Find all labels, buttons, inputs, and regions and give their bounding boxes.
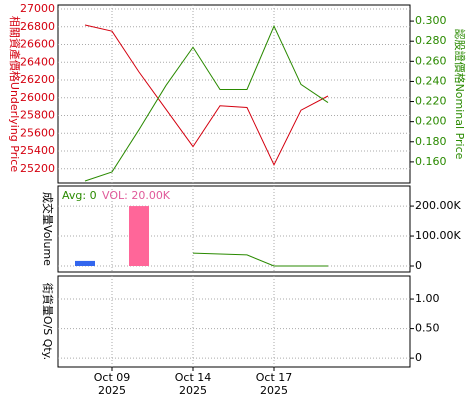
legend-avg: Avg: 0 <box>62 189 97 202</box>
bar <box>75 260 95 267</box>
panel <box>57 275 411 368</box>
y2-tick-label: 0.50 <box>415 322 440 335</box>
y-tick-label: 25600 <box>20 126 55 139</box>
y-tick-label: 26600 <box>20 38 55 51</box>
panel <box>57 4 411 184</box>
y-tick-label: 26200 <box>20 73 55 86</box>
x-tick-year: 2025 <box>98 384 126 397</box>
y2-tick-label: 200.00K <box>415 199 461 212</box>
y-tick-label: 25800 <box>20 109 55 122</box>
line <box>84 24 329 166</box>
x-tick-label: Oct 09 <box>94 371 131 384</box>
y2-axis-title: 認股證價格Nominal Price <box>453 29 467 160</box>
y-tick-label: 26400 <box>20 55 55 68</box>
y2-tick-label: 0 <box>415 259 422 272</box>
y2-tick-label: 0.300 <box>415 14 447 27</box>
x-tick-label: Oct 17 <box>256 371 293 384</box>
y2-tick-label: 100.00K <box>415 229 461 242</box>
y-tick-label: 26800 <box>20 20 55 33</box>
x-tick-year: 2025 <box>179 384 207 397</box>
x-tick-year: 2025 <box>260 384 288 397</box>
line <box>192 252 328 267</box>
panel <box>57 185 411 273</box>
y2-tick-label: 0.280 <box>415 34 447 47</box>
y2-tick-label: 0.220 <box>415 95 447 108</box>
y2-tick-label: 0.180 <box>415 135 447 148</box>
y-tick-label: 27000 <box>20 2 55 15</box>
y-axis-title: 成交量Volume <box>41 192 55 266</box>
y2-tick-label: 0 <box>415 351 422 364</box>
y-tick-label: 25400 <box>20 144 55 157</box>
legend-vol: VOL: 20.00K <box>102 189 171 202</box>
y2-tick-label: 0.240 <box>415 74 447 87</box>
y-tick-label: 25200 <box>20 162 55 175</box>
bar <box>129 206 149 267</box>
y2-tick-label: 1.00 <box>415 292 440 305</box>
y2-tick-label: 0.200 <box>415 115 447 128</box>
y-tick-label: 26000 <box>20 91 55 104</box>
y2-tick-label: 0.260 <box>415 54 447 67</box>
y2-tick-label: 0.160 <box>415 155 447 168</box>
y-axis-title: 街貨量O/S Qty. <box>41 283 55 360</box>
line <box>84 24 329 182</box>
x-tick-label: Oct 14 <box>175 371 212 384</box>
y-axis-title: 相關資產價格Underlying Price <box>8 16 22 172</box>
